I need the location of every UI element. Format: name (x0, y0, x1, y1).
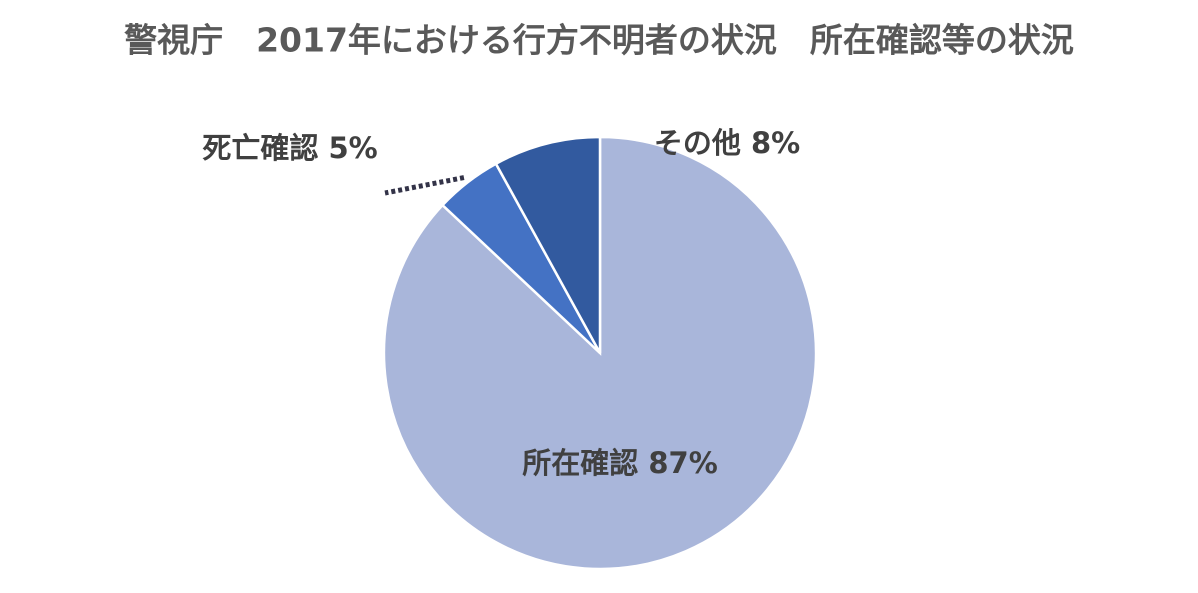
label-value: 87% (648, 446, 717, 480)
chart-title: 警視庁 2017年における行方不明者の状況 所在確認等の状況 (124, 21, 1074, 60)
pie-slice (494, 135, 602, 354)
label-category: 死亡確認 (202, 131, 318, 165)
label-value: 5% (328, 131, 377, 165)
label-category: その他 (654, 126, 741, 160)
data-label: 所在確認 87% (522, 446, 718, 480)
data-label: その他 8% (654, 126, 800, 160)
label-category: 所在確認 (522, 446, 638, 480)
label-value: 8% (751, 126, 800, 160)
data-label: 死亡確認 5% (202, 131, 377, 165)
